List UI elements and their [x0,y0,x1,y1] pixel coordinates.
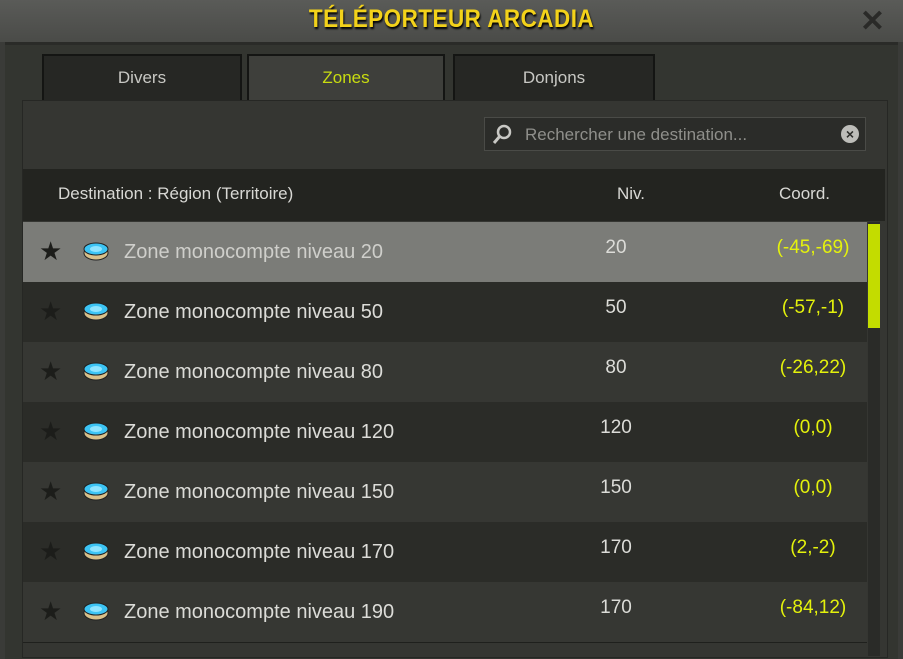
favorite-star-icon[interactable]: ★ [39,536,63,566]
header-level[interactable]: Niv. [617,184,646,203]
header-destination[interactable]: Destination : Région (Territoire) [58,184,294,203]
destination-coord: (-26,22) [779,357,847,378]
destination-level: 20 [605,237,627,258]
table-row[interactable]: ★ Zone monocompte niveau 20 20 (-45,-69) [23,222,867,283]
destination-level: 170 [600,597,632,618]
table-row[interactable]: ★ Zone monocompte niveau 190 170 (-84,12… [23,582,867,643]
zaap-portal-icon [83,482,109,501]
destination-coord: (-57,-1) [781,297,845,318]
search-box: × [484,117,866,152]
destination-name: Zone monocompte niveau 80 [124,361,384,383]
destination-coord: (-45,-69) [776,237,850,258]
favorite-star-icon[interactable]: ★ [39,596,63,626]
destination-name: Zone monocompte niveau 190 [124,601,395,623]
header-coord[interactable]: Coord. [779,184,831,203]
destination-name: Zone monocompte niveau 120 [124,421,395,443]
favorite-star-icon[interactable]: ★ [39,476,63,506]
table-row[interactable]: ★ Zone monocompte niveau 120 120 (0,0) [23,402,867,463]
zaap-portal-icon [83,302,109,321]
destination-level: 50 [605,297,627,318]
destination-level: 120 [600,417,632,438]
search-input[interactable] [523,118,837,152]
zaap-portal-icon [83,542,109,561]
destination-name: Zone monocompte niveau 50 [124,301,384,323]
destination-level: 80 [605,357,627,378]
clear-search-icon[interactable]: × [841,125,859,143]
destination-coord: (2,-2) [790,537,836,558]
search-icon [492,124,512,144]
destination-name: Zone monocompte niveau 170 [124,541,395,563]
favorite-star-icon[interactable]: ★ [39,356,63,386]
close-icon[interactable]: ✕ [859,5,885,38]
table-header: Destination : Région (Territoire) Niv. C… [23,169,885,221]
destination-coord: (0,0) [793,477,833,498]
scrollbar-thumb[interactable] [868,224,880,328]
destination-name: Zone monocompte niveau 150 [124,481,395,503]
zaap-portal-icon [83,602,109,621]
zaap-portal-icon [83,422,109,441]
destination-level: 150 [600,477,632,498]
favorite-star-icon[interactable]: ★ [39,236,63,266]
destination-name: Zone monocompte niveau 20 [124,241,384,263]
title-bar [0,0,903,42]
scrollbar[interactable] [868,222,880,656]
table-row[interactable]: ★ Zone monocompte niveau 150 150 (0,0) [23,462,867,523]
destination-level: 170 [600,537,632,558]
zaap-portal-icon [83,362,109,381]
tab-divers[interactable]: Divers [42,54,242,100]
favorite-star-icon[interactable]: ★ [39,296,63,326]
favorite-star-icon[interactable]: ★ [39,416,63,446]
window-title: TÉLÉPORTEUR ARCADIA [308,5,595,33]
tab-donjons[interactable]: Donjons [453,54,655,100]
destination-coord: (-84,12) [779,597,847,618]
tab-zones[interactable]: Zones [247,54,445,104]
zaap-portal-icon [83,242,109,261]
destination-coord: (0,0) [793,417,833,438]
table-row[interactable]: ★ Zone monocompte niveau 50 50 (-57,-1) [23,282,867,343]
table-row[interactable]: ★ Zone monocompte niveau 170 170 (2,-2) [23,522,867,583]
table-row[interactable]: ★ Zone monocompte niveau 80 80 (-26,22) [23,342,867,403]
